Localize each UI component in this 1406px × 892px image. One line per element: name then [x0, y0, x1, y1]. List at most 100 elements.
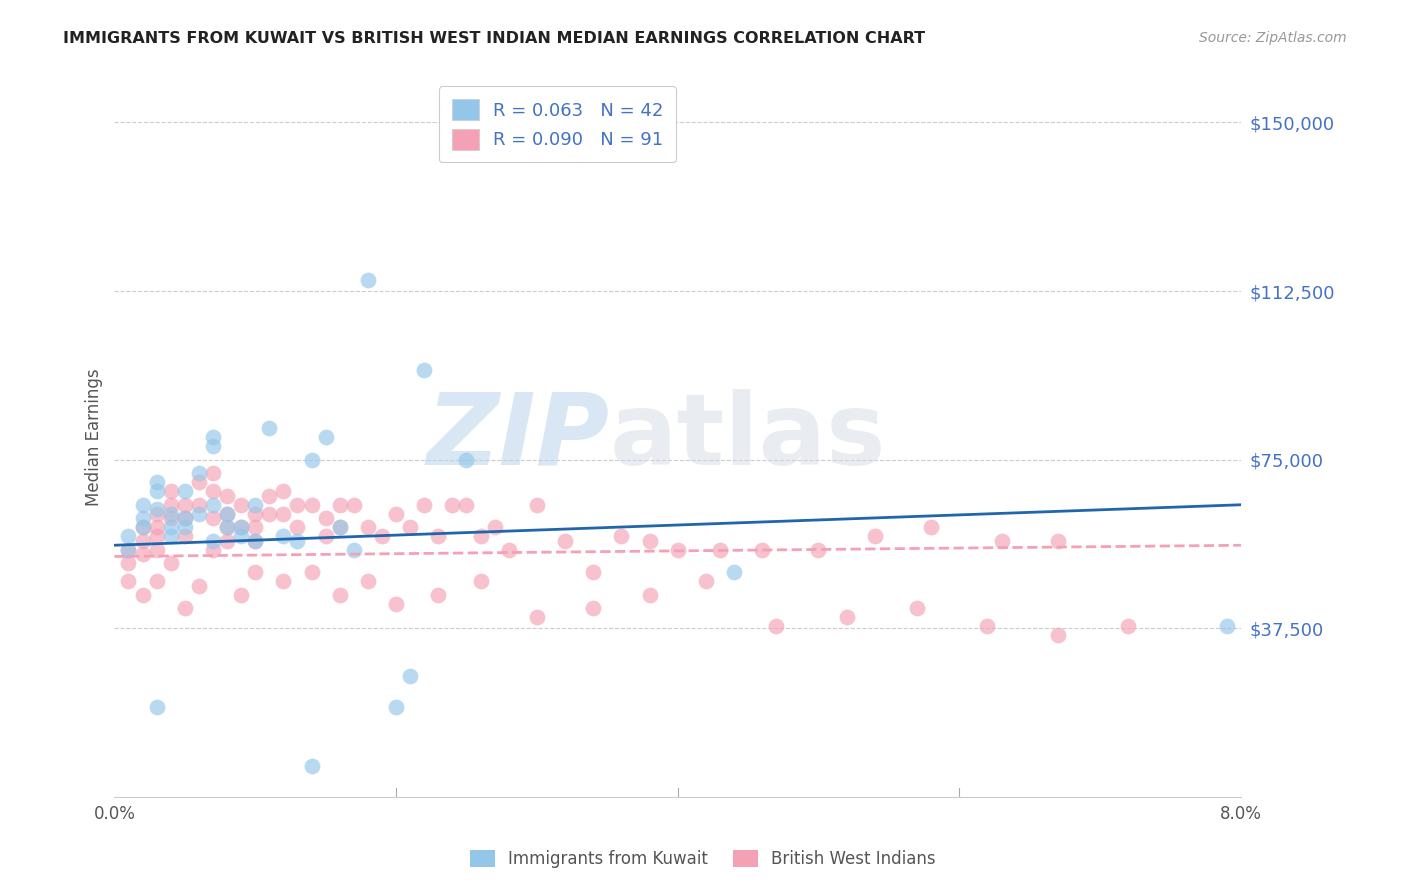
Point	[145, 529, 167, 543]
Point	[287, 498, 309, 512]
Text: IMMIGRANTS FROM KUWAIT VS BRITISH WEST INDIAN MEDIAN EARNINGS CORRELATION CHART: IMMIGRANTS FROM KUWAIT VS BRITISH WEST I…	[63, 31, 925, 46]
Point	[201, 533, 224, 548]
Point	[187, 507, 209, 521]
Point	[215, 507, 238, 521]
Point	[145, 520, 167, 534]
Point	[441, 498, 464, 512]
Point	[173, 601, 195, 615]
Point	[173, 511, 195, 525]
Point	[131, 520, 153, 534]
Point	[145, 700, 167, 714]
Point	[582, 566, 605, 580]
Point	[245, 498, 267, 512]
Point	[245, 533, 267, 548]
Point	[470, 574, 492, 589]
Point	[385, 507, 408, 521]
Point	[427, 588, 450, 602]
Point	[145, 542, 167, 557]
Point	[145, 475, 167, 490]
Point	[723, 566, 745, 580]
Point	[173, 498, 195, 512]
Point	[456, 498, 478, 512]
Point	[187, 467, 209, 481]
Point	[287, 520, 309, 534]
Point	[315, 430, 337, 444]
Point	[231, 520, 253, 534]
Point	[990, 533, 1012, 548]
Point	[582, 601, 605, 615]
Point	[413, 363, 436, 377]
Text: Source: ZipAtlas.com: Source: ZipAtlas.com	[1199, 31, 1347, 45]
Point	[231, 498, 253, 512]
Point	[301, 498, 323, 512]
Y-axis label: Median Earnings: Median Earnings	[86, 368, 103, 506]
Point	[117, 529, 139, 543]
Point	[976, 619, 998, 633]
Point	[159, 511, 181, 525]
Point	[173, 484, 195, 499]
Point	[638, 588, 661, 602]
Point	[273, 574, 295, 589]
Point	[245, 507, 267, 521]
Point	[835, 610, 858, 624]
Point	[554, 533, 576, 548]
Point	[145, 502, 167, 516]
Point	[117, 542, 139, 557]
Point	[259, 507, 281, 521]
Point	[343, 542, 366, 557]
Point	[413, 498, 436, 512]
Point	[863, 529, 886, 543]
Point	[695, 574, 717, 589]
Point	[638, 533, 661, 548]
Point	[131, 533, 153, 548]
Point	[131, 520, 153, 534]
Point	[215, 507, 238, 521]
Point	[273, 529, 295, 543]
Point	[173, 529, 195, 543]
Point	[131, 547, 153, 561]
Point	[215, 489, 238, 503]
Point	[215, 520, 238, 534]
Point	[201, 511, 224, 525]
Point	[1046, 533, 1069, 548]
Point	[371, 529, 394, 543]
Point	[131, 511, 153, 525]
Point	[201, 542, 224, 557]
Point	[117, 542, 139, 557]
Point	[117, 574, 139, 589]
Point	[329, 498, 352, 512]
Point	[131, 498, 153, 512]
Point	[526, 610, 548, 624]
Point	[301, 452, 323, 467]
Point	[273, 507, 295, 521]
Point	[187, 498, 209, 512]
Point	[259, 421, 281, 435]
Text: atlas: atlas	[610, 389, 887, 486]
Point	[329, 520, 352, 534]
Point	[399, 669, 422, 683]
Point	[201, 430, 224, 444]
Point	[159, 529, 181, 543]
Point	[427, 529, 450, 543]
Point	[173, 511, 195, 525]
Point	[1116, 619, 1139, 633]
Point	[470, 529, 492, 543]
Point	[187, 579, 209, 593]
Point	[456, 452, 478, 467]
Legend: R = 0.063   N = 42, R = 0.090   N = 91: R = 0.063 N = 42, R = 0.090 N = 91	[439, 87, 676, 162]
Point	[301, 758, 323, 772]
Point	[131, 588, 153, 602]
Point	[201, 467, 224, 481]
Point	[159, 507, 181, 521]
Point	[920, 520, 942, 534]
Point	[231, 529, 253, 543]
Point	[201, 484, 224, 499]
Point	[751, 542, 773, 557]
Point	[315, 529, 337, 543]
Point	[315, 511, 337, 525]
Point	[357, 520, 380, 534]
Point	[357, 273, 380, 287]
Legend: Immigrants from Kuwait, British West Indians: Immigrants from Kuwait, British West Ind…	[463, 843, 943, 875]
Point	[385, 597, 408, 611]
Point	[329, 588, 352, 602]
